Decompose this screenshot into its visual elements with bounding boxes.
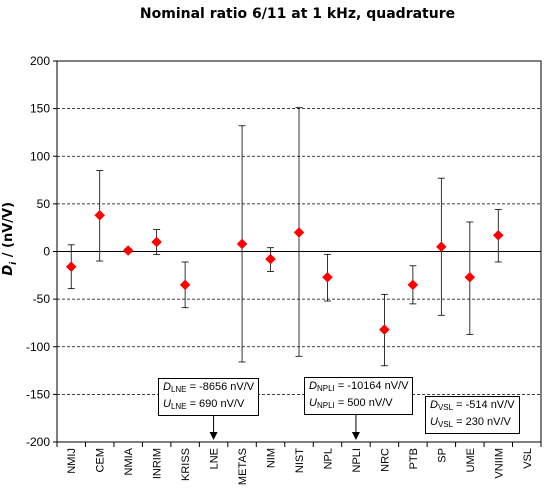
y-tick-label: 150 bbox=[30, 102, 50, 116]
x-tick-label: PTB bbox=[408, 448, 420, 469]
annotation-lne: DLNE = -8656 nV/V ULNE = 690 nV/V bbox=[158, 378, 260, 416]
x-tick-label: NPLI bbox=[351, 448, 363, 472]
x-tick-label: METAS bbox=[237, 448, 249, 485]
x-tick-label: VSL bbox=[522, 448, 534, 469]
x-tick-label: NMIJ bbox=[66, 448, 78, 474]
x-tick-label: NIM bbox=[266, 448, 278, 468]
data-point-marker bbox=[492, 229, 504, 241]
data-point-marker bbox=[122, 245, 134, 256]
data-point-marker bbox=[407, 279, 419, 291]
off-scale-arrow-head bbox=[209, 432, 218, 440]
annotation-npli: DNPLI = -10164 nV/V UNPLI = 500 nV/V bbox=[304, 377, 414, 415]
y-tick-label: 100 bbox=[30, 149, 50, 163]
data-point-marker bbox=[464, 271, 476, 283]
y-tick-label: -50 bbox=[33, 292, 51, 306]
y-tick-label: -100 bbox=[26, 340, 50, 354]
x-tick-label: UME bbox=[465, 448, 477, 472]
data-point-marker bbox=[265, 253, 276, 265]
x-tick-label: VNIIM bbox=[493, 448, 505, 479]
data-point-marker bbox=[293, 227, 305, 238]
data-point-marker bbox=[151, 236, 163, 248]
data-point-marker bbox=[379, 324, 390, 335]
data-point-marker bbox=[179, 279, 191, 291]
off-scale-arrow-head bbox=[351, 432, 360, 440]
y-tick-label: 50 bbox=[37, 197, 51, 211]
data-point-marker bbox=[94, 209, 106, 221]
data-point-marker bbox=[322, 271, 333, 283]
x-tick-label: KRISS bbox=[180, 448, 192, 481]
x-tick-label: NPL bbox=[322, 448, 334, 469]
x-tick-label: INRIM bbox=[152, 448, 164, 479]
chart-title: Nominal ratio 6/11 at 1 kHz, quadrature bbox=[139, 6, 456, 22]
y-tick-label: 200 bbox=[30, 54, 50, 68]
x-tick-label: NRC bbox=[379, 448, 391, 472]
y-tick-label: 0 bbox=[43, 245, 50, 259]
x-tick-label: CEM bbox=[95, 448, 107, 472]
data-point-marker bbox=[65, 261, 77, 273]
x-tick-label: NIST bbox=[294, 448, 306, 473]
y-tick-label: -200 bbox=[26, 435, 50, 449]
x-tick-label: LNE bbox=[209, 448, 221, 469]
data-point-marker bbox=[435, 241, 447, 253]
y-tick-label: -150 bbox=[26, 387, 50, 401]
annotation-vsl: DVSL = -514 nV/V UVSL = 230 nV/V bbox=[425, 396, 520, 434]
x-tick-label: SP bbox=[436, 448, 448, 463]
x-tick-label: NMIA bbox=[123, 447, 135, 475]
data-point-marker bbox=[236, 238, 248, 250]
